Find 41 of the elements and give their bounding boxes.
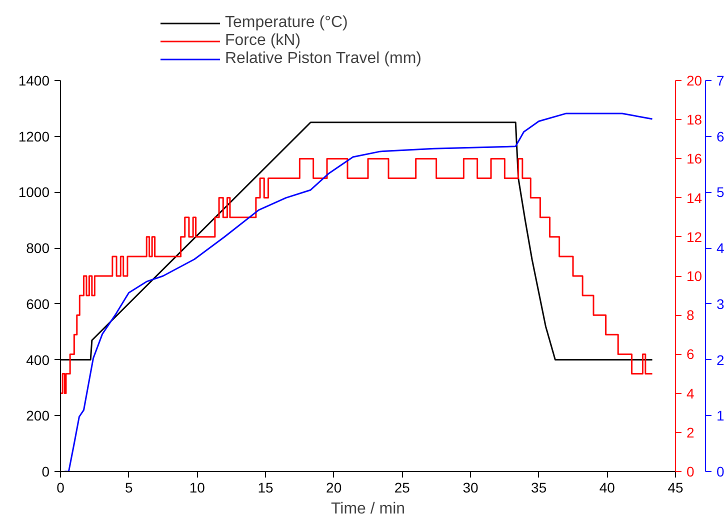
x-tick-label: 15 [258, 480, 274, 496]
y2-tick-label: 8 [686, 307, 694, 324]
x-axis-title: Time / min [330, 500, 406, 518]
y2-tick-label: 16 [686, 150, 702, 167]
y3-tick-label: 4 [716, 240, 724, 256]
x-tick-label: 40 [599, 480, 616, 496]
y3-tick-label: 0 [716, 464, 724, 480]
x-tick-label: 30 [462, 480, 478, 496]
y3-tick-label: 1 [716, 408, 724, 424]
y-tick-label: 1200 [18, 128, 50, 144]
x-tick-label: 5 [124, 480, 133, 496]
y2-tick-label: 14 [686, 190, 702, 206]
y3-tick-label: 6 [716, 128, 724, 144]
y-tick-label: 0 [42, 464, 50, 480]
y2-tick-label: 2 [686, 424, 694, 440]
y2-tick-label: 0 [686, 464, 694, 480]
y3-tick-label: 7 [716, 72, 724, 88]
y-tick-label: 800 [26, 240, 50, 256]
y2-tick-label: 12 [686, 228, 702, 245]
y-tick-label: 1000 [18, 184, 50, 200]
y-tick-label: 200 [26, 408, 50, 424]
y3-tick-label: 5 [716, 184, 724, 200]
y3-tick-label: 2 [716, 352, 724, 368]
x-tick-label: 35 [531, 480, 547, 496]
x-tick-label: 10 [189, 480, 206, 496]
legend-label: Temperature (°C) [225, 14, 348, 32]
y2-tick-label: 18 [686, 112, 702, 128]
y-tick-label: 600 [26, 296, 50, 312]
y2-tick-label: 20 [686, 72, 702, 88]
x-tick-label: 45 [668, 480, 684, 496]
x-tick-label: 20 [326, 480, 342, 496]
y-tick-label: 400 [26, 352, 50, 368]
legend-label: Force (kN) [225, 32, 301, 50]
y2-tick-label: 4 [686, 385, 694, 402]
x-tick-label: 0 [56, 480, 65, 496]
y2-tick-label: 6 [686, 346, 694, 362]
y3-tick-label: 3 [716, 296, 724, 312]
legend-label: Relative Piston Travel (mm) [225, 50, 422, 68]
x-tick-label: 25 [394, 480, 410, 496]
y2-tick-label: 10 [686, 268, 702, 284]
y-tick-label: 1400 [18, 72, 50, 88]
